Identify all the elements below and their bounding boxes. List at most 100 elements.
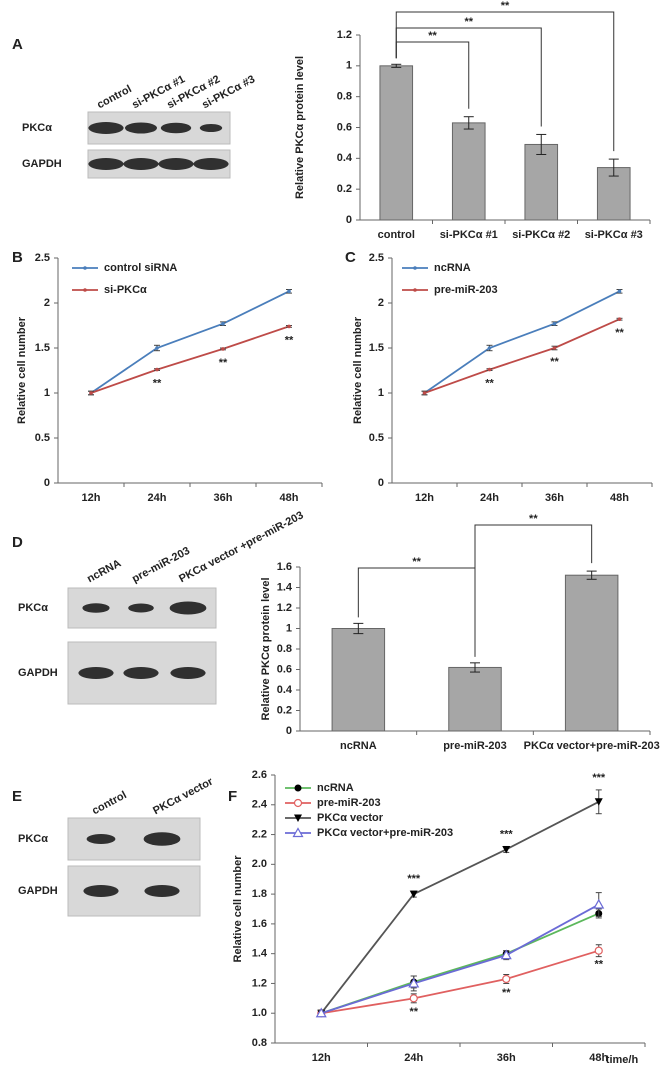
data-point <box>487 346 492 350</box>
y-axis-label: Relative cell number <box>352 316 364 424</box>
data-point <box>552 346 557 350</box>
y-tick-label: 1.2 <box>277 602 292 614</box>
row-label: GAPDH <box>18 885 58 897</box>
point-label: *** <box>500 828 514 840</box>
lane-label: PKCα vector <box>151 775 216 817</box>
blot-band <box>170 667 206 679</box>
y-tick-label: 0.4 <box>337 152 353 164</box>
series-line <box>90 325 290 394</box>
legend-marker <box>413 288 417 292</box>
y-tick-label: 1.0 <box>252 1007 267 1019</box>
x-tick-label: 48h <box>589 1052 608 1064</box>
row-label: GAPDH <box>22 158 62 170</box>
data-point <box>287 289 291 294</box>
y-tick-label: 1.6 <box>252 918 267 930</box>
x-tick-label: 48h <box>280 492 299 504</box>
y-tick-label: 1.6 <box>277 561 292 573</box>
y-axis-label: Relative PKCα protein level <box>294 56 306 199</box>
panel-letter: F <box>228 788 237 805</box>
point-label: ** <box>615 327 624 339</box>
point-label: ** <box>485 378 494 390</box>
point-label: ** <box>550 356 559 368</box>
y-tick-label: 1 <box>346 60 352 72</box>
x-tick-label: 24h <box>148 492 167 504</box>
point-label: ** <box>409 1006 418 1018</box>
y-tick-label: 0.2 <box>277 704 292 716</box>
significance-label: ** <box>428 30 437 42</box>
blot-band <box>160 122 192 134</box>
x-tick-label: control <box>378 229 415 241</box>
x-tick-label: 12h <box>415 492 434 504</box>
legend-marker <box>413 266 417 270</box>
blot-band <box>123 667 159 679</box>
data-point <box>422 391 427 395</box>
panel-letter: E <box>12 788 22 805</box>
blot-band <box>88 122 124 134</box>
legend-marker <box>294 784 302 792</box>
blot-band <box>158 158 194 170</box>
data-point <box>594 946 603 955</box>
series-line <box>320 903 600 1015</box>
blot-band <box>169 601 207 615</box>
y-tick-label: 0.8 <box>252 1037 267 1049</box>
blot-band <box>78 667 114 679</box>
blot-band <box>82 603 110 613</box>
legend-label: pre-miR-203 <box>434 284 498 296</box>
x-tick-label: pre-miR-203 <box>443 740 507 752</box>
y-tick-label: 2.6 <box>252 769 267 781</box>
y-tick-label: 1 <box>378 387 384 399</box>
bar <box>564 574 619 732</box>
y-tick-label: 0.5 <box>35 432 50 444</box>
data-point <box>409 890 418 899</box>
legend-label: ncRNA <box>317 782 354 794</box>
y-tick-label: 0 <box>346 214 352 226</box>
y-axis-label: Relative cell number <box>16 316 28 424</box>
significance-label: ** <box>412 556 421 568</box>
legend-label: ncRNA <box>434 262 471 274</box>
x-axis-label: time/h <box>606 1054 639 1066</box>
point-label: ** <box>153 378 162 390</box>
bar <box>448 666 502 732</box>
blot-band <box>143 832 181 846</box>
x-tick-label: 12h <box>312 1052 331 1064</box>
y-tick-label: 0.2 <box>337 183 352 195</box>
y-tick-label: 0.6 <box>337 121 352 133</box>
data-point <box>155 346 159 350</box>
lane-label: control <box>90 789 129 817</box>
x-tick-label: 36h <box>214 492 233 504</box>
y-tick-label: 2.2 <box>252 828 267 840</box>
lane-label: PKCα vector +pre-miR-203 <box>177 509 305 585</box>
x-tick-label: 12h <box>82 492 101 504</box>
significance-bracket <box>474 524 593 657</box>
y-tick-label: 1.4 <box>252 948 268 960</box>
y-tick-label: 0.6 <box>277 663 292 675</box>
y-tick-label: 1.8 <box>252 888 267 900</box>
panel-letter: D <box>12 534 23 551</box>
row-label: PKCα <box>22 122 52 134</box>
y-tick-label: 1.5 <box>35 342 50 354</box>
significance-label: ** <box>501 0 510 12</box>
legend-marker <box>292 827 304 838</box>
data-point <box>594 798 603 806</box>
legend-label: si-PKCα <box>104 284 147 296</box>
y-tick-label: 0 <box>286 725 292 737</box>
data-point <box>502 974 511 984</box>
legend-label: PKCα vector <box>317 812 384 824</box>
data-point <box>408 977 420 988</box>
x-tick-label: si-PKCα #1 <box>440 229 498 241</box>
legend-marker <box>83 266 87 270</box>
y-tick-label: 2.0 <box>252 858 267 870</box>
lane-label: ncRNA <box>85 557 123 585</box>
point-label: ** <box>594 959 603 971</box>
x-tick-label: si-PKCα #2 <box>512 229 570 241</box>
blot-band <box>144 885 180 897</box>
significance-bracket <box>395 11 615 152</box>
y-tick-label: 0.5 <box>369 432 384 444</box>
data-point <box>593 898 605 909</box>
panel-letter: A <box>12 36 23 53</box>
point-label: ** <box>219 357 228 369</box>
row-label: GAPDH <box>18 667 58 679</box>
y-tick-label: 0 <box>44 477 50 489</box>
y-tick-label: 1 <box>44 387 50 399</box>
blot-band <box>83 885 119 897</box>
